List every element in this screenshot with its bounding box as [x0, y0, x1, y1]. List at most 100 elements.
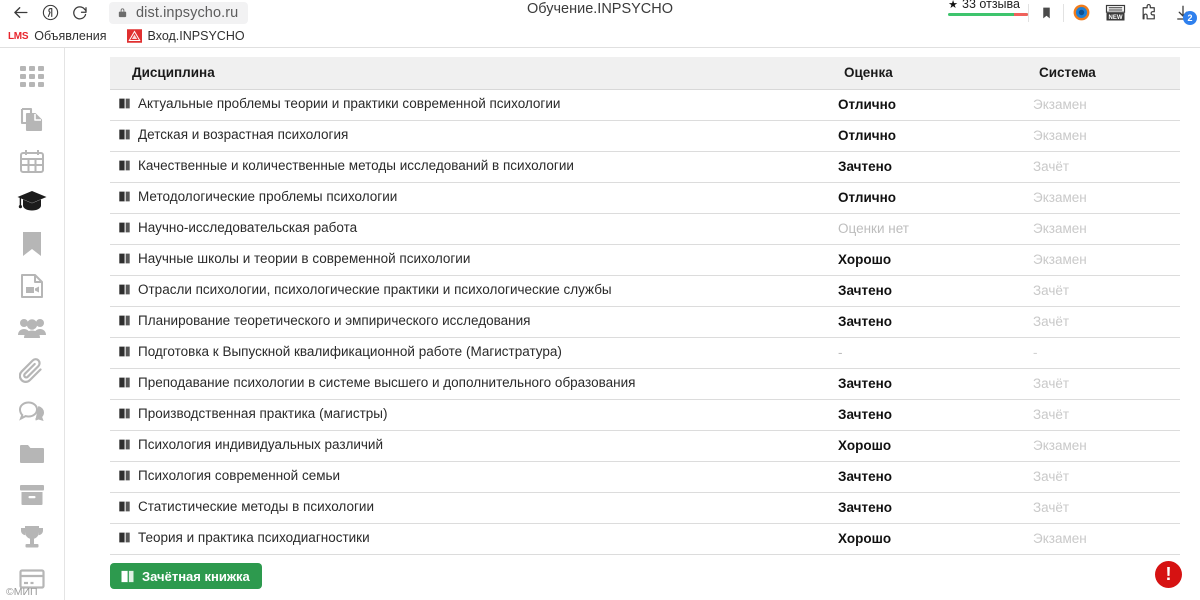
- system-cell: Зачёт: [1025, 306, 1180, 338]
- discipline-cell[interactable]: Подготовка к Выпускной квалификационной …: [110, 337, 830, 369]
- discipline-cell[interactable]: Качественные и количественные методы исс…: [110, 151, 830, 183]
- sidebar-item-documents[interactable]: [0, 98, 65, 140]
- mark-cell: -: [830, 337, 1025, 369]
- gradebook-button[interactable]: Зачётная книжка: [110, 563, 262, 589]
- sidebar-item-dashboard[interactable]: [0, 56, 65, 98]
- bookmark-label: Вход.INPSYCHO: [147, 29, 245, 43]
- discipline-cell[interactable]: Отрасли психологии, психологические прак…: [110, 275, 830, 307]
- discipline-cell[interactable]: Методологические проблемы психологии: [110, 182, 830, 214]
- sidebar-item-files[interactable]: [0, 433, 65, 475]
- discipline-cell[interactable]: Научно-исследовательская работа: [110, 213, 830, 245]
- book-icon: [118, 159, 131, 175]
- column-header-mark: Оценка: [830, 57, 1025, 90]
- bookmark-icon: [21, 231, 43, 257]
- discipline-label: Научно-исследовательская работа: [138, 220, 358, 235]
- book-icon: [118, 314, 131, 330]
- discipline-cell[interactable]: Статистические методы в психологии: [110, 492, 830, 524]
- download-count-badge: 2: [1183, 11, 1197, 25]
- discipline-label: Производственная практика (магистры): [138, 406, 388, 421]
- system-cell: Зачёт: [1025, 492, 1180, 524]
- bookmark-icon[interactable]: [1029, 0, 1063, 25]
- discipline-cell[interactable]: Производственная практика (магистры): [110, 399, 830, 431]
- book-icon: [118, 252, 131, 268]
- table-row[interactable]: Актуальные проблемы теории и практики со…: [110, 89, 1180, 121]
- main-content: Дисциплина Оценка Система Актуальные про…: [65, 48, 1200, 600]
- video-file-icon: [20, 273, 44, 299]
- book-icon: [118, 531, 131, 547]
- bookmark-item-announcements[interactable]: LMS Объявления: [8, 29, 107, 43]
- table-row[interactable]: Преподавание психологии в системе высшег…: [110, 368, 1180, 400]
- bookmark-item-inpsycho-login[interactable]: Вход.INPSYCHO: [126, 29, 245, 43]
- sidebar-item-achievements[interactable]: [0, 516, 65, 558]
- sidebar-item-messages[interactable]: [0, 391, 65, 433]
- mark-cell: Оценки нет: [830, 213, 1025, 245]
- discipline-cell[interactable]: Актуальные проблемы теории и практики со…: [110, 89, 830, 121]
- sidebar-item-calendar[interactable]: [0, 140, 65, 182]
- discipline-cell[interactable]: Преподавание психологии в системе высшег…: [110, 368, 830, 400]
- discipline-cell[interactable]: Психология индивидуальных различий: [110, 430, 830, 462]
- table-row[interactable]: Методологические проблемы психологии Отли…: [110, 182, 1180, 214]
- download-icon[interactable]: 2: [1166, 0, 1200, 25]
- discipline-cell[interactable]: Теория и практика психодиагностики: [110, 523, 830, 555]
- documents-icon: [19, 106, 45, 132]
- grades-table-body: Актуальные проблемы теории и практики со…: [110, 89, 1180, 555]
- book-icon: [118, 221, 131, 237]
- mark-cell: Зачтено: [830, 492, 1025, 524]
- book-icon: [118, 407, 131, 423]
- sidebar-item-groups[interactable]: [0, 307, 65, 349]
- book-icon: [118, 97, 131, 113]
- mark-cell: Хорошо: [830, 244, 1025, 276]
- reviews-count-label: 33 отзыва: [962, 0, 1020, 11]
- table-row[interactable]: Психология современной семьи Зачтено Зачёт: [110, 461, 1180, 493]
- table-row[interactable]: Производственная практика (магистры) Зачт…: [110, 399, 1180, 431]
- column-header-system: Система: [1025, 57, 1180, 90]
- discipline-label: Теория и практика психодиагностики: [138, 530, 370, 545]
- discipline-cell[interactable]: Детская и возрастная психология: [110, 120, 830, 152]
- alert-exclamation-icon[interactable]: !: [1155, 561, 1182, 588]
- system-cell: Экзамен: [1025, 120, 1180, 152]
- table-row[interactable]: Теория и практика психодиагностики Хорошо…: [110, 523, 1180, 555]
- table-row[interactable]: Психология индивидуальных различий Хорошо…: [110, 430, 1180, 462]
- table-row[interactable]: Планирование теоретического и эмпирическ…: [110, 306, 1180, 338]
- sidebar-item-education[interactable]: [0, 182, 65, 224]
- system-cell: Зачёт: [1025, 461, 1180, 493]
- browser-toolbar-right: ★ 33 отзыва: [940, 0, 1200, 25]
- back-arrow-icon[interactable]: [5, 1, 35, 25]
- news-extension-icon[interactable]: NEW: [1098, 0, 1132, 25]
- system-cell: Экзамен: [1025, 430, 1180, 462]
- system-cell: Экзамен: [1025, 182, 1180, 214]
- table-row[interactable]: Отрасли психологии, психологические прак…: [110, 275, 1180, 307]
- sidebar-rail: ©МИП: [0, 48, 65, 600]
- mark-cell: Зачтено: [830, 275, 1025, 307]
- table-row[interactable]: Детская и возрастная психология Отлично Эк…: [110, 120, 1180, 152]
- sidebar-item-video[interactable]: [0, 265, 65, 307]
- reload-icon[interactable]: [65, 1, 95, 25]
- sidebar-item-bookmarks[interactable]: [0, 223, 65, 265]
- credit-card-icon: [19, 569, 45, 589]
- gradebook-button-label: Зачётная книжка: [142, 568, 250, 584]
- discipline-cell[interactable]: Психология современной семьи: [110, 461, 830, 493]
- table-row[interactable]: Статистические методы в психологии Зачтен…: [110, 492, 1180, 524]
- trophy-icon: [19, 524, 45, 550]
- table-row[interactable]: Научно-исследовательская работа Оценки не…: [110, 213, 1180, 245]
- sidebar-item-attachments[interactable]: [0, 349, 65, 391]
- reviews-badge[interactable]: ★ 33 отзыва: [940, 0, 1029, 25]
- discipline-label: Планирование теоретического и эмпирическ…: [138, 313, 531, 328]
- table-row[interactable]: Качественные и количественные методы исс…: [110, 151, 1180, 183]
- table-row[interactable]: Подготовка к Выпускной квалификационной …: [110, 337, 1180, 369]
- profile-avatar-icon[interactable]: [1064, 0, 1098, 25]
- discipline-label: Качественные и количественные методы исс…: [138, 158, 574, 173]
- sidebar-copyright: ©МИП: [6, 586, 38, 598]
- puzzle-extension-icon[interactable]: [1132, 0, 1166, 25]
- mark-cell: Зачтено: [830, 368, 1025, 400]
- sidebar-item-payments[interactable]: [0, 558, 65, 600]
- table-row[interactable]: Научные школы и теории в современной пси…: [110, 244, 1180, 276]
- discipline-cell[interactable]: Научные школы и теории в современной пси…: [110, 244, 830, 276]
- system-cell: Зачёт: [1025, 399, 1180, 431]
- discipline-cell[interactable]: Планирование теоретического и эмпирическ…: [110, 306, 830, 338]
- sidebar-item-archive[interactable]: [0, 474, 65, 516]
- mark-cell: Хорошо: [830, 523, 1025, 555]
- yandex-icon[interactable]: [35, 1, 65, 25]
- system-cell: Зачёт: [1025, 151, 1180, 183]
- address-bar[interactable]: dist.inpsycho.ru: [109, 1, 249, 24]
